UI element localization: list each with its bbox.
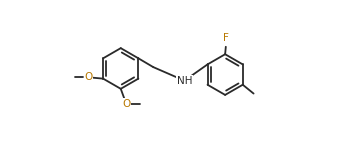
Text: O: O xyxy=(122,99,130,109)
Text: NH: NH xyxy=(177,76,192,86)
Text: F: F xyxy=(223,33,229,43)
Text: O: O xyxy=(84,72,92,82)
